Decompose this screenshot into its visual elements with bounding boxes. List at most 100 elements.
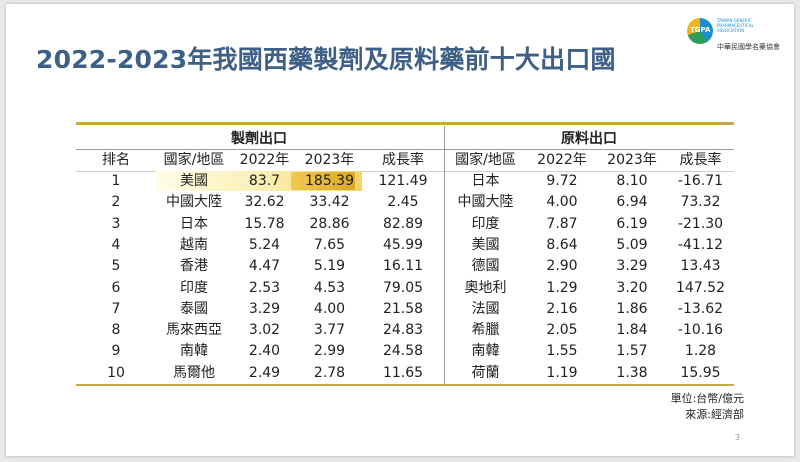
table-cell-api-growth: 1.28 <box>684 343 717 359</box>
table-cell-2022: 5.24 <box>248 237 281 253</box>
table-cell-2022: 2.53 <box>248 280 281 296</box>
table-cell-2022: 2.49 <box>248 365 281 381</box>
table-cell-country: 日本 <box>180 216 208 232</box>
section-header-formulation: 製劑出口 <box>231 131 287 147</box>
table-cell-rank: 3 <box>111 216 121 232</box>
table-cell-2023: 28.86 <box>309 216 350 232</box>
column-header-api-growth: 成長率 <box>679 152 722 168</box>
table-cell-2022: 83.7 <box>248 173 281 189</box>
table-cell-api-growth: -16.71 <box>677 173 724 189</box>
table-cell-growth: 79.05 <box>382 280 424 296</box>
table-cell-api-growth: 15.95 <box>680 365 721 381</box>
column-header-api-2022: 2022年 <box>537 152 587 168</box>
table-cell-rank: 1 <box>111 173 121 189</box>
table-cell-api-2022: 4.00 <box>546 194 578 210</box>
value-highlight <box>291 172 355 190</box>
table-cell-growth: 24.83 <box>382 322 424 338</box>
unit-note: 單位:台幣/億元 <box>670 392 744 405</box>
table-cell-growth: 82.89 <box>382 216 424 232</box>
table-cell-api-country: 德國 <box>471 258 500 274</box>
page-number: 3 <box>734 433 740 442</box>
table-cell-rank: 4 <box>111 237 121 253</box>
table-cell-api-2023: 3.20 <box>616 280 648 296</box>
table-cell-country: 越南 <box>180 237 208 253</box>
table-cell-2023: 7.65 <box>313 237 346 253</box>
table-cell-api-country: 法國 <box>471 301 500 317</box>
table-cell-growth: 121.49 <box>378 173 428 189</box>
table-cell-country: 南韓 <box>180 343 208 359</box>
table-cell-api-growth: -13.62 <box>677 301 724 317</box>
column-header-api-2023: 2023年 <box>607 152 657 168</box>
table-cell-2022: 15.78 <box>244 216 285 232</box>
table-cell-2023: 33.42 <box>309 194 350 210</box>
table-cell-2022: 2.40 <box>248 343 281 359</box>
table-cell-rank: 2 <box>111 194 121 210</box>
table-cell-api-2023: 1.38 <box>616 365 648 381</box>
table-cell-2023: 185.39 <box>305 173 354 189</box>
table-cell-api-2023: 3.29 <box>616 258 648 274</box>
table-cell-growth: 24.58 <box>382 343 424 359</box>
table-cell-api-2022: 8.64 <box>546 237 578 253</box>
logo-english-name: TAIWAN GENERIC PHARMACEUTICAL ASSOCIATIO… <box>717 18 754 33</box>
table-cell-rank: 10 <box>107 365 125 381</box>
table-cell-growth: 11.65 <box>382 365 424 381</box>
logo-chinese-name: 中華民國學名藥協會 <box>717 43 780 51</box>
table-cell-rank: 8 <box>111 322 121 338</box>
table-cell-api-2023: 1.86 <box>616 301 648 317</box>
table-cell-api-2022: 9.72 <box>546 173 578 189</box>
page-title: 2022-2023年我國西藥製劑及原料藥前十大出口國 <box>36 45 616 74</box>
table-cell-2023: 2.99 <box>313 343 346 359</box>
column-header-rank: 排名 <box>102 152 130 168</box>
table-cell-rank: 7 <box>111 301 121 317</box>
table-cell-api-2023: 5.09 <box>616 237 648 253</box>
table-cell-api-country: 希臘 <box>471 322 500 338</box>
table-cell-api-2023: 1.57 <box>616 343 648 359</box>
table-cell-api-2022: 2.05 <box>546 322 578 338</box>
table-cell-api-growth: -10.16 <box>677 322 724 338</box>
table-cell-2023: 3.77 <box>313 322 346 338</box>
table-cell-api-2023: 6.19 <box>616 216 648 232</box>
table-cell-2022: 32.62 <box>244 194 285 210</box>
source-note: 來源:經濟部 <box>685 408 744 421</box>
table-cell-api-country: 中國大陸 <box>457 194 514 210</box>
table-cell-country: 中國大陸 <box>166 194 222 210</box>
table-cell-growth: 21.58 <box>382 301 424 317</box>
logo-mark: TGPA <box>690 26 711 34</box>
table-cell-api-2022: 1.29 <box>546 280 578 296</box>
table-cell-api-2022: 1.55 <box>546 343 578 359</box>
table-cell-rank: 9 <box>111 343 121 359</box>
table-bottom-rule <box>76 384 734 386</box>
table-cell-api-country: 美國 <box>471 237 500 253</box>
table-cell-api-2022: 2.16 <box>546 301 578 317</box>
table-cell-2023: 2.78 <box>313 365 346 381</box>
table-cell-api-2023: 8.10 <box>616 173 648 189</box>
section-header-api: 原料出口 <box>561 131 617 147</box>
table-cell-growth: 16.11 <box>382 258 424 274</box>
table-cell-api-2022: 7.87 <box>546 216 578 232</box>
table-cell-api-2022: 1.19 <box>546 365 578 381</box>
table-cell-2022: 3.29 <box>248 301 281 317</box>
column-header-2023: 2023年 <box>304 152 355 168</box>
column-header-growth: 成長率 <box>382 152 424 168</box>
table-cell-api-country: 日本 <box>471 173 500 189</box>
table-cell-api-growth: 147.52 <box>676 280 725 296</box>
logo-icon <box>687 18 713 44</box>
table-cell-rank: 6 <box>111 280 121 296</box>
table-cell-api-country: 南韓 <box>471 343 500 359</box>
association-logo: TGPA TAIWAN GENERIC PHARMACEUTICAL ASSOC… <box>687 14 782 58</box>
table-cell-growth: 2.45 <box>387 194 419 210</box>
table-cell-country: 美國 <box>180 173 208 189</box>
table-cell-country: 泰國 <box>180 301 208 317</box>
column-header-api-country: 國家/地區 <box>455 152 516 168</box>
table-cell-api-growth: -21.30 <box>677 216 724 232</box>
table-cell-country: 印度 <box>180 280 208 296</box>
table-cell-api-growth: -41.12 <box>677 237 724 253</box>
section-header-rule <box>76 149 734 150</box>
table-cell-country: 馬爾他 <box>173 365 215 381</box>
table-cell-2023: 4.53 <box>313 280 346 296</box>
table-cell-api-2023: 1.84 <box>616 322 648 338</box>
slide: 2022-2023年我國西藥製劑及原料藥前十大出口國 TGPA TAIWAN G… <box>6 4 794 456</box>
table-cell-api-country: 荷蘭 <box>471 365 500 381</box>
table-cell-2022: 3.02 <box>248 322 281 338</box>
table-cell-2023: 5.19 <box>313 258 346 274</box>
